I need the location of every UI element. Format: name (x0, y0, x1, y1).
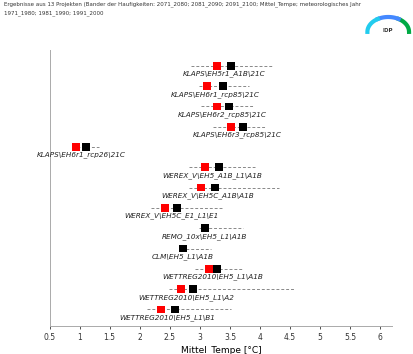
Text: WEREX_V\EH5C_E1_L1\E1: WEREX_V\EH5C_E1_L1\E1 (124, 213, 218, 219)
Text: WEREX_V\EH5_A1B_L1\A1B: WEREX_V\EH5_A1B_L1\A1B (162, 172, 262, 179)
Bar (213, 265, 221, 273)
Bar (205, 265, 213, 273)
X-axis label: Mittel_Tempe [°C]: Mittel_Tempe [°C] (180, 347, 261, 354)
Bar (225, 103, 233, 110)
Bar (177, 285, 185, 293)
Text: IDP: IDP (383, 28, 394, 33)
Bar (239, 123, 247, 131)
Text: WEREX_V\EH5C_A1B\A1B: WEREX_V\EH5C_A1B\A1B (161, 192, 254, 199)
Text: WETTREG2010\EH5_L1\B1: WETTREG2010\EH5_L1\B1 (120, 314, 216, 321)
Text: 1971_1980; 1981_1990; 1991_2000: 1971_1980; 1981_1990; 1991_2000 (4, 10, 104, 16)
Bar (157, 306, 165, 313)
Text: KLAPS\EH6r1_rcp85\21C: KLAPS\EH6r1_rcp85\21C (171, 91, 259, 97)
Text: REMO_10x\EH5_L1\A1B: REMO_10x\EH5_L1\A1B (162, 233, 247, 240)
Bar (201, 224, 209, 232)
Text: KLAPS\EH6r2_rcp85\21C: KLAPS\EH6r2_rcp85\21C (178, 111, 267, 118)
Bar (197, 184, 205, 192)
Text: KLAPS\EH5r1_A1B\21C: KLAPS\EH5r1_A1B\21C (183, 70, 265, 77)
Bar (227, 62, 235, 70)
Text: CLM\EH5_L1\A1B: CLM\EH5_L1\A1B (152, 253, 214, 260)
Bar (213, 62, 221, 70)
Bar (213, 103, 221, 110)
Bar (219, 82, 227, 90)
Text: KLAPS\EH6r3_rcp85\21C: KLAPS\EH6r3_rcp85\21C (193, 131, 282, 138)
Bar (215, 164, 223, 171)
Text: WETTREG2010\EH5_L1\A2: WETTREG2010\EH5_L1\A2 (139, 294, 235, 301)
Bar (211, 184, 219, 192)
Text: WETTREG2010\EH5_L1\A1B: WETTREG2010\EH5_L1\A1B (162, 274, 263, 280)
Bar (173, 204, 181, 212)
Bar (201, 224, 209, 232)
Bar (189, 285, 197, 293)
Text: KLAPS\EH6r1_rcp26\21C: KLAPS\EH6r1_rcp26\21C (36, 152, 125, 159)
Bar (203, 82, 211, 90)
Bar (161, 204, 169, 212)
Bar (201, 164, 209, 171)
Bar (179, 245, 187, 252)
Bar (72, 143, 80, 151)
Bar (227, 123, 235, 131)
Bar (179, 245, 187, 252)
Text: Ergebnisse aus 13 Projekten (Bander der Haufigkeiten: 2071_2080; 2081_2090; 2091: Ergebnisse aus 13 Projekten (Bander der … (4, 2, 361, 7)
Bar (171, 306, 178, 313)
Bar (82, 143, 90, 151)
